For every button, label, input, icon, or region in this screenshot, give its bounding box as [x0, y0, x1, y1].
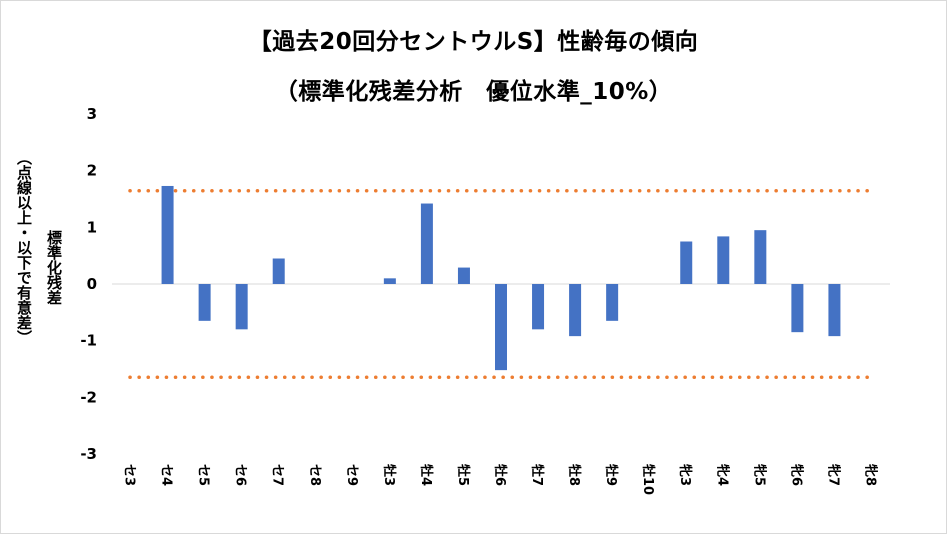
y-tick-label: -1: [80, 332, 97, 350]
x-tick-label: 牡4: [418, 464, 434, 486]
x-tick-label: 牝5: [751, 464, 767, 486]
y-tick-label: 1: [87, 218, 97, 236]
bar: [791, 284, 804, 333]
bar: [420, 203, 433, 284]
bar: [161, 185, 174, 284]
bar: [532, 284, 545, 330]
x-tick-label: セ3: [122, 464, 137, 486]
bar: [717, 236, 730, 284]
x-tick-label: 牝4: [714, 464, 730, 486]
x-tick-label: 牡6: [492, 464, 508, 486]
x-tick-label: 牡5: [455, 464, 471, 486]
x-tick-label: セ4: [159, 464, 174, 486]
x-tick-label: セ8: [307, 464, 322, 486]
y-tick-label: 0: [87, 275, 97, 293]
bar: [495, 284, 507, 371]
y-tick-label: -2: [80, 388, 97, 406]
x-tick-label: セ6: [233, 464, 248, 486]
y-tick-label: -3: [80, 445, 97, 463]
y-tick-label: 2: [87, 162, 97, 180]
bar: [569, 284, 582, 337]
bar: [235, 284, 248, 330]
y-tick-label: 3: [87, 105, 97, 123]
x-tick-label: 牝6: [788, 464, 804, 486]
bar: [606, 284, 619, 321]
y-axis-label: 標準化残差: [45, 230, 63, 305]
y-axis-note: （点線以上・以下で有意差）: [15, 150, 33, 345]
x-tick-label: 牝3: [677, 464, 693, 486]
x-tick-label: 牡8: [566, 464, 582, 486]
x-tick-label: セ9: [344, 464, 359, 486]
x-tick-label: セ7: [270, 464, 285, 486]
y-axis-label-group: 標準化残差 （点線以上・以下で有意差）: [12, 150, 68, 420]
x-tick-label: 牝8: [862, 464, 878, 486]
x-tick-label: 牡3: [381, 464, 397, 486]
bar: [272, 258, 285, 284]
x-tick-label: 牡9: [603, 464, 619, 486]
bar: [680, 241, 693, 284]
bar: [457, 267, 470, 284]
chart-title: 【過去20回分セントウルS】性齢毎の傾向: [248, 29, 699, 55]
x-tick-label: 牝7: [825, 464, 841, 486]
bar: [828, 284, 841, 337]
x-tick-label: 牡10: [640, 464, 656, 495]
bar: [198, 284, 211, 321]
bar: [754, 230, 767, 284]
x-tick-label: 牡7: [529, 464, 545, 486]
x-tick-label: セ5: [196, 464, 211, 486]
bar: [383, 278, 396, 284]
chart-subtitle: （標準化残差分析 優位水準_10%）: [274, 79, 673, 105]
